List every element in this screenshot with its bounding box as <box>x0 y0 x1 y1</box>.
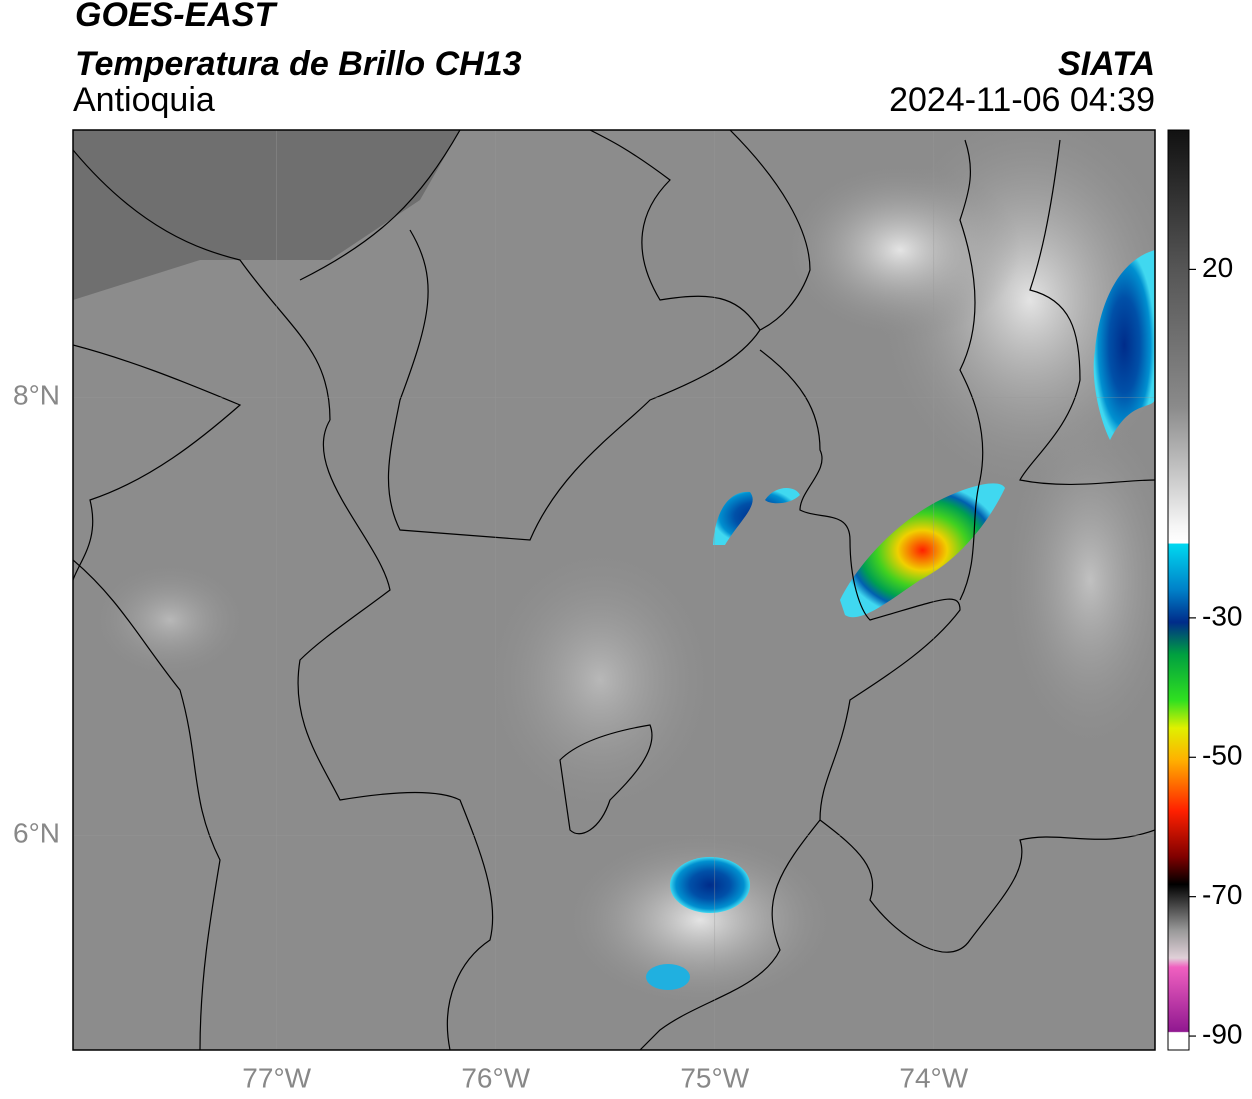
border <box>959 139 1155 601</box>
cloud <box>480 540 720 820</box>
lon-label: 77°W <box>242 1062 311 1093</box>
lon-label: 75°W <box>680 1062 749 1093</box>
subtitle: Temperatura de Brillo CH13 <box>75 45 522 83</box>
map <box>73 130 1155 1050</box>
lon-label: 74°W <box>899 1062 968 1093</box>
cloud <box>90 560 250 680</box>
colorbar-tick-label: -70 <box>1202 879 1242 910</box>
colorbar-tick-label: -50 <box>1202 740 1242 771</box>
border <box>297 419 494 1050</box>
coastline <box>73 344 242 581</box>
region: Antioquia <box>73 81 215 119</box>
storm-cell <box>1093 250 1155 440</box>
border <box>559 724 653 835</box>
borders <box>73 130 1155 1050</box>
colorbar-tick-label: -90 <box>1202 1018 1242 1049</box>
cloud <box>780 160 1020 340</box>
coastline <box>73 130 461 421</box>
lat-label: 8°N <box>13 380 60 411</box>
sea <box>73 130 460 300</box>
storm-cell <box>840 483 1005 618</box>
colorbar-tick-label: 20 <box>1202 252 1233 283</box>
lat-label: 6°N <box>13 818 60 849</box>
storm-cell <box>713 488 800 545</box>
ticks: 77°W 76°W 75°W 74°W 8°N 6°N 20 -30 -50 -70 -90 <box>13 252 1242 1094</box>
border <box>819 819 1155 953</box>
cloud <box>1000 400 1155 760</box>
colorbar-tick-label: -30 <box>1202 600 1242 631</box>
source: SIATA <box>1058 45 1155 83</box>
title: GOES-EAST <box>75 0 278 34</box>
border <box>729 130 811 331</box>
border <box>387 130 761 541</box>
cloud <box>560 830 840 1010</box>
colorbar <box>1167 129 1190 1051</box>
map-frame <box>72 129 1156 1051</box>
storm-cell <box>670 857 750 913</box>
coastline <box>73 559 221 1050</box>
grid <box>73 130 1155 1050</box>
border <box>639 349 961 1050</box>
storm-cell <box>646 964 690 990</box>
timestamp: 2024-11-06 04:39 <box>889 81 1155 119</box>
lon-label: 76°W <box>461 1062 530 1093</box>
